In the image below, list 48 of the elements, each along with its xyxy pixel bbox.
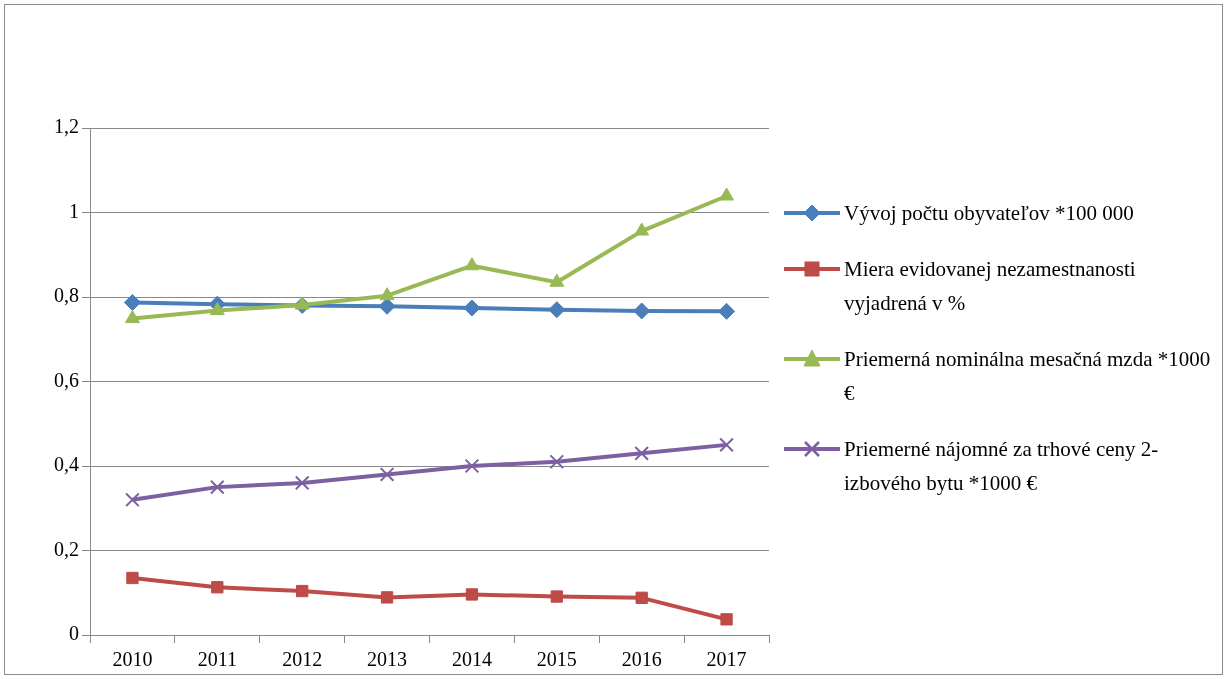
- point: [125, 310, 140, 324]
- point: [123, 293, 141, 311]
- x-tick-label: 2014: [451, 648, 492, 671]
- point: [465, 588, 479, 601]
- y-tick-label: 0,2: [54, 537, 79, 560]
- legend-label: Vývoj počtu obyvateľov *100 000: [844, 200, 1134, 227]
- y-tick-label: 0,6: [54, 368, 79, 391]
- point: [548, 301, 566, 319]
- point: [549, 273, 565, 287]
- point: [720, 613, 733, 626]
- point: [550, 590, 563, 603]
- point: [634, 445, 650, 461]
- point: [463, 299, 481, 317]
- point: [296, 584, 309, 598]
- x-tick-label: 2017: [706, 648, 747, 671]
- point: [379, 287, 395, 301]
- y-tick-label: 0: [69, 622, 79, 645]
- point: [549, 454, 565, 470]
- y-tick-label: 1,2: [54, 115, 79, 138]
- point: [464, 458, 480, 474]
- point: [211, 581, 224, 594]
- point: [719, 437, 734, 453]
- x-tick-label: 2012: [282, 648, 323, 671]
- point: [719, 187, 734, 201]
- point: [718, 302, 736, 320]
- point: [125, 492, 140, 508]
- point: [126, 571, 139, 585]
- x-tick-label: 2015: [536, 648, 577, 671]
- x-tick-label: 2016: [621, 648, 662, 671]
- x-tick-label: 2011: [197, 648, 237, 671]
- point: [294, 475, 310, 491]
- point: [380, 591, 394, 604]
- legend-label: Priemerná nominálna mesačná mzda *1000 €: [844, 346, 1212, 407]
- point: [209, 302, 225, 316]
- y-tick-label: 1: [69, 199, 79, 222]
- y-tick-label: 0,4: [54, 453, 79, 476]
- point: [464, 257, 480, 271]
- x-tick-label: 2010: [112, 648, 153, 671]
- point: [379, 467, 395, 482]
- point: [294, 296, 310, 310]
- point: [635, 591, 648, 604]
- x-tick-label: 2013: [367, 648, 408, 671]
- y-tick-label: 0,8: [54, 284, 79, 307]
- point: [378, 297, 396, 315]
- point: [209, 479, 225, 495]
- legend-label: Miera evidovanej nezamestnanosti vyjadrená v %: [844, 256, 1137, 317]
- point: [634, 222, 650, 236]
- legend-label: Priemerné nájomné za trhové ceny 2-izbového bytu *1000 €: [844, 436, 1160, 497]
